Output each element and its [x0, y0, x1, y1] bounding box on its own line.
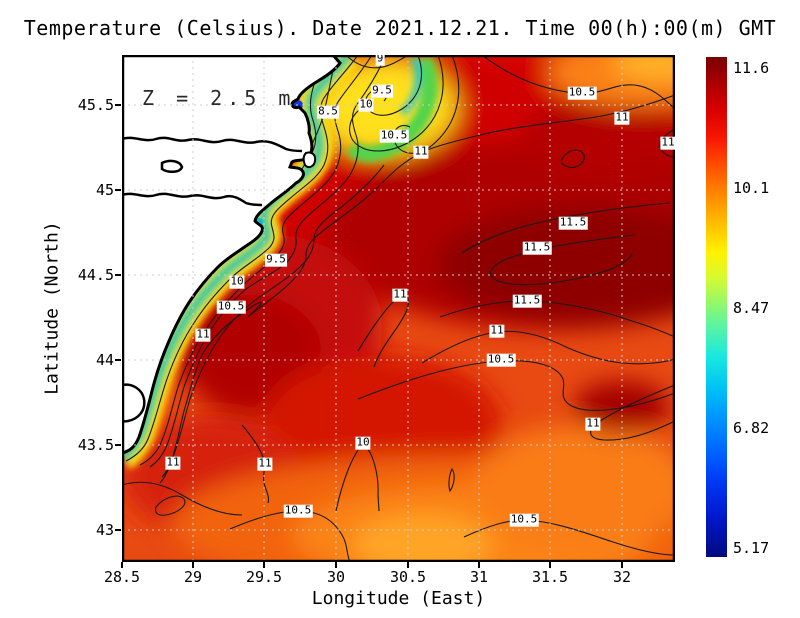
x-tick-mark	[121, 562, 123, 568]
y-tick-mark	[115, 104, 121, 106]
danube-branches	[122, 136, 303, 207]
y-tick-label: 43	[95, 521, 114, 539]
y-axis-title: Latitude (North)	[41, 221, 63, 395]
temperature-map	[122, 55, 675, 562]
y-tick-mark	[115, 189, 121, 191]
contour-label: 11.5	[522, 240, 552, 255]
colorbar	[706, 57, 727, 557]
contour-label: 10.5	[567, 85, 597, 100]
contour-label: 10	[229, 274, 245, 289]
contour-label: 10.5	[283, 503, 313, 518]
contour-label: 11.5	[558, 215, 588, 230]
contour-label: 11	[585, 416, 601, 431]
contour-label: 11	[195, 327, 211, 342]
contour-label: 11	[413, 144, 429, 159]
x-tick-label: 30	[326, 568, 346, 586]
x-tick-mark	[335, 562, 337, 568]
x-tick-mark	[407, 562, 409, 568]
contour-label: 11	[660, 135, 675, 150]
x-tick-label: 31.5	[531, 568, 569, 586]
y-tick-label: 45.5	[77, 96, 114, 114]
y-tick-mark	[115, 359, 121, 361]
contour-label: 10.5	[379, 128, 409, 143]
contour-label: 11.5	[512, 293, 542, 308]
y-tick-label: 45	[95, 181, 114, 199]
contour-label: 10	[355, 435, 371, 450]
x-tick-mark	[478, 562, 480, 568]
colorbar-tick-label: 11.6	[733, 59, 770, 77]
contour-label: 10.5	[486, 352, 516, 367]
contour-lines	[122, 55, 675, 562]
x-tick-label: 30.5	[389, 568, 427, 586]
x-tick-label: 29.5	[245, 568, 283, 586]
x-tick-mark	[621, 562, 623, 568]
contour-label: 10.5	[216, 299, 246, 314]
x-tick-label: 31	[469, 568, 489, 586]
contour-label: 10.5	[509, 512, 539, 527]
x-tick-mark	[549, 562, 551, 568]
contour-label: 8.5	[317, 104, 339, 119]
y-tick-label: 44.5	[77, 266, 114, 284]
x-tick-label: 32	[612, 568, 632, 586]
contour-label: 9.5	[265, 252, 287, 267]
contour-label: 9.5	[371, 83, 393, 98]
x-tick-mark	[192, 562, 194, 568]
x-tick-mark	[263, 562, 265, 568]
contour-label: 11	[392, 287, 408, 302]
y-tick-mark	[115, 274, 121, 276]
contour-label: 11	[489, 323, 505, 338]
colorbar-tick-label: 5.17	[733, 539, 770, 557]
contour-label: 11	[257, 456, 273, 471]
land	[122, 55, 342, 455]
x-tick-label: 29	[183, 568, 203, 586]
colorbar-tick-label: 8.47	[733, 299, 770, 317]
y-tick-mark	[115, 529, 121, 531]
x-axis-title: Longitude (East)	[311, 588, 486, 609]
graticule-grid	[122, 55, 675, 562]
contour-label: 11	[614, 110, 630, 125]
map-plot: Z = 2.5 m 9 9.5 10 8.5 10.5 11 10.5 11 11 9.5 10 10…	[122, 55, 675, 562]
contour-label: 10	[358, 97, 374, 112]
coastline	[122, 55, 342, 455]
plot-border	[122, 55, 675, 562]
contour-label: 11	[165, 455, 181, 470]
y-tick-label: 43.5	[77, 436, 114, 454]
contour-label: 9	[375, 55, 385, 66]
colorbar-tick-label: 10.1	[733, 179, 770, 197]
y-tick-mark	[115, 444, 121, 446]
colorbar-tick-label: 6.82	[733, 419, 770, 437]
x-tick-label: 28.5	[103, 568, 141, 586]
figure-title: Temperature (Celsius). Date 2021.12.21. …	[23, 16, 777, 40]
y-tick-label: 44	[95, 351, 114, 369]
depth-annotation: Z = 2.5 m	[142, 86, 296, 110]
island	[302, 151, 317, 169]
